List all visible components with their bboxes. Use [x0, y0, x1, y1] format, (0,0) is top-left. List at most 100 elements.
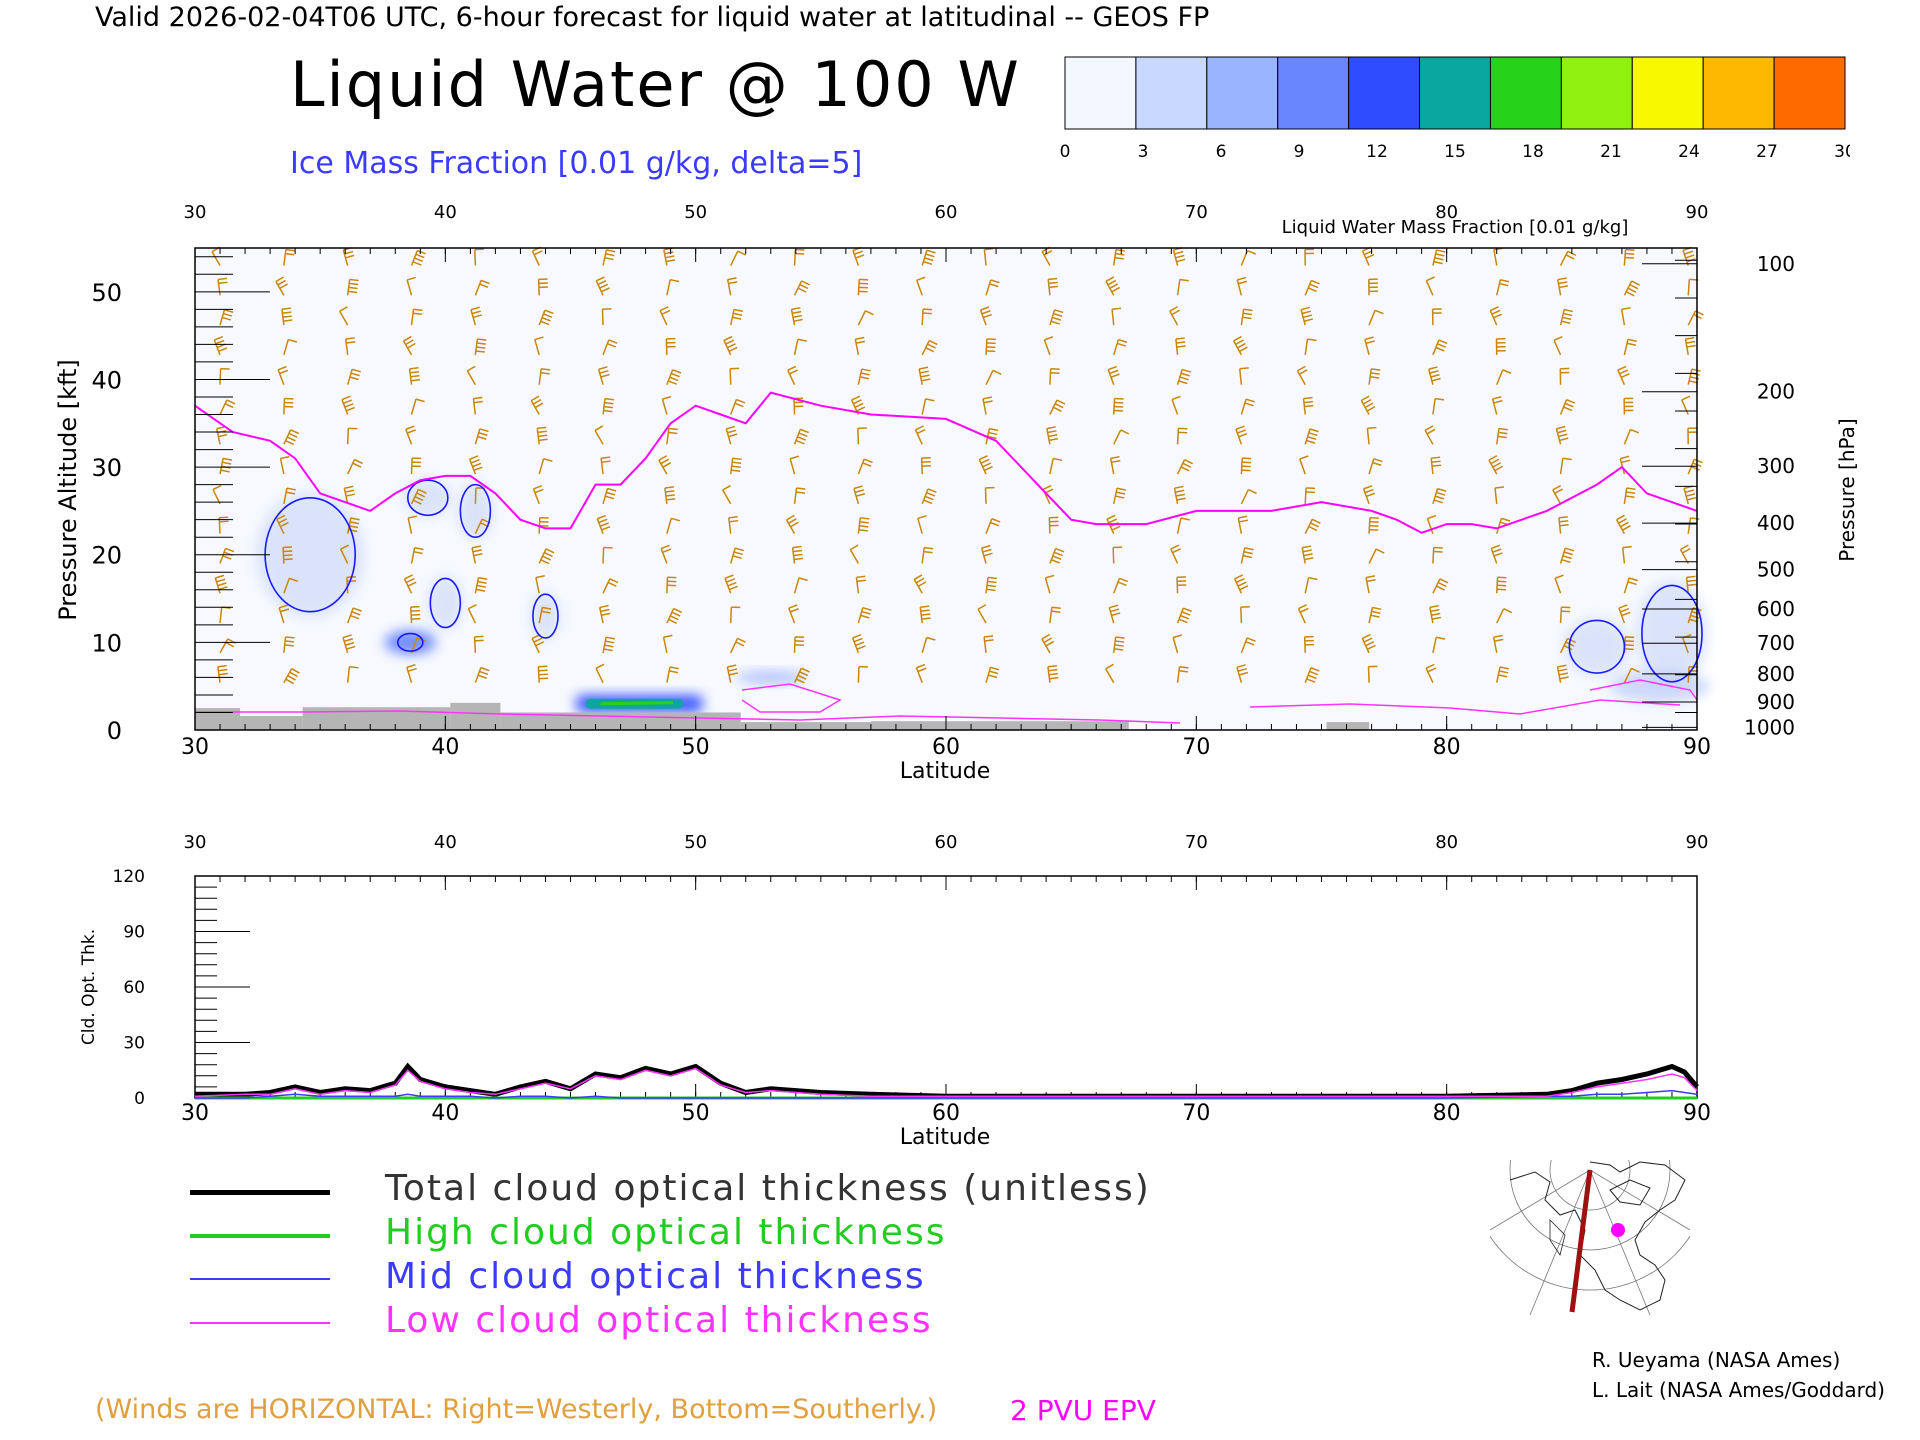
wind-barb-flag: [851, 395, 861, 401]
wind-barb-staff: [979, 309, 987, 326]
pressure-axis-label: Pressure [hPa]: [1835, 418, 1859, 561]
wind-barb-staff: [1559, 458, 1564, 475]
colorbar-segment: [1206, 56, 1279, 130]
wind-barb-flag: [1175, 493, 1186, 497]
wind-barb-flag: [1238, 671, 1249, 676]
wind-barb-staff: [406, 279, 413, 296]
wind-barb-flag: [729, 585, 738, 591]
wind-barb-staff: [1553, 339, 1562, 356]
wind-barb-flag: [480, 666, 490, 672]
wind-barb-staff: [982, 398, 987, 415]
wind-barb-flag: [1621, 307, 1631, 311]
wind-barb-staff: [921, 637, 928, 654]
wind-barb-staff: [1623, 429, 1632, 445]
wind-barb-flag: [863, 458, 873, 464]
pv-contour: [1589, 679, 1698, 701]
wind-barb-staff: [726, 279, 732, 296]
wind-barb-staff: [339, 310, 349, 326]
wind-barb-flag: [218, 668, 228, 672]
colorbar-segment: [1348, 56, 1421, 130]
wind-barb-flag: [1625, 252, 1635, 255]
x-tick-label-top: 70: [1185, 202, 1208, 223]
wind-barb-staff: [1687, 368, 1693, 385]
wind-barb-flag: [543, 313, 553, 318]
wind-barb-flag: [1361, 633, 1371, 640]
wind-barb-flag: [858, 528, 868, 532]
wind-barb-flag: [792, 549, 803, 553]
wind-barb-flag: [1237, 429, 1247, 434]
wind-barb-flag: [415, 398, 425, 403]
wind-barb-flag: [1686, 579, 1697, 583]
wind-barb-flag: [600, 373, 610, 378]
wind-barb-staff: [474, 487, 477, 504]
wind-barb-flag: [789, 607, 799, 613]
colorbar-tick: 27: [1756, 142, 1778, 162]
wind-barb-flag: [659, 306, 669, 312]
wind-barb-flag: [673, 607, 683, 614]
wind-barb-flag: [1552, 484, 1562, 491]
wind-barb-flag: [215, 339, 225, 345]
wind-barb-flag: [597, 279, 607, 286]
wind-barb-flag: [284, 644, 294, 647]
wind-barb-flag: [1302, 314, 1313, 319]
surface-block: [450, 702, 501, 730]
wind-barb-flag: [860, 614, 870, 619]
wind-barb-flag: [1558, 672, 1569, 676]
wind-barb-flag: [797, 674, 807, 680]
y-tick-label: 20: [91, 542, 122, 570]
wind-barb-flag: [1558, 516, 1568, 519]
wind-barb-staff: [218, 517, 221, 534]
wind-barb-staff: [1623, 667, 1633, 684]
wind-barb-staff: [1041, 251, 1051, 266]
wind-barb-flag: [348, 290, 358, 294]
wind-barb-flag: [1616, 514, 1625, 521]
wind-barb-staff: [532, 488, 540, 505]
wind-barb-flag: [726, 578, 736, 583]
wind-barb-flag: [1618, 604, 1628, 609]
wind-barb-staff: [1176, 428, 1180, 445]
legend-swatch: [190, 1190, 330, 1195]
wind-barb-staff: [1621, 547, 1626, 564]
wind-barb-flag: [545, 548, 555, 554]
wind-barb-flag: [1053, 551, 1063, 557]
wind-barb-flag: [405, 425, 415, 431]
wind-barb-flag: [1048, 277, 1058, 281]
wind-barb-staff: [594, 430, 604, 445]
wind-barb-staff: [793, 577, 800, 594]
winds-note: (Winds are HORIZONTAL: Right=Westerly, B…: [95, 1394, 938, 1425]
wind-barb-flag: [1242, 554, 1253, 559]
wind-barb-flag: [480, 279, 490, 285]
wind-barb-flag: [475, 588, 486, 592]
wind-barb-flag: [1680, 544, 1689, 551]
wind-barb-flag: [1244, 547, 1254, 551]
cloud-shading: [1563, 617, 1630, 676]
wind-barb-staff: [1555, 428, 1562, 445]
wind-barb-flag: [601, 526, 611, 531]
wind-barb-staff: [916, 280, 923, 296]
wind-barb-flag: [413, 308, 423, 312]
wind-barb-staff: [666, 608, 675, 624]
wind-barb-flag: [225, 641, 235, 648]
wind-barb-flag: [669, 666, 679, 670]
wind-barb-staff: [1105, 668, 1115, 684]
y-tick-label: 10: [91, 629, 122, 657]
wind-barb-flag: [1493, 552, 1503, 557]
wind-barb-staff: [1111, 309, 1115, 326]
wind-barb-flag: [725, 339, 735, 345]
wind-barb-flag: [283, 319, 293, 322]
wind-barb-staff: [1552, 489, 1562, 505]
wind-barb-flag: [664, 486, 674, 489]
wind-barb-staff: [410, 398, 417, 415]
wind-barb-flag: [660, 458, 670, 465]
wind-barb-staff: [661, 398, 668, 415]
wind-barb-flag: [793, 318, 803, 322]
wind-barb-flag: [599, 369, 609, 374]
wind-barb-flag: [788, 518, 797, 524]
wind-barb-flag: [601, 287, 610, 293]
opt-x-tick-label: 60: [932, 1101, 960, 1126]
wind-barb-flag: [346, 341, 356, 344]
opt-y-tick-label: 0: [134, 1089, 145, 1109]
wind-barb-flag: [988, 674, 998, 679]
wind-barb-staff: [666, 518, 673, 534]
wind-barb-flag: [286, 436, 296, 442]
